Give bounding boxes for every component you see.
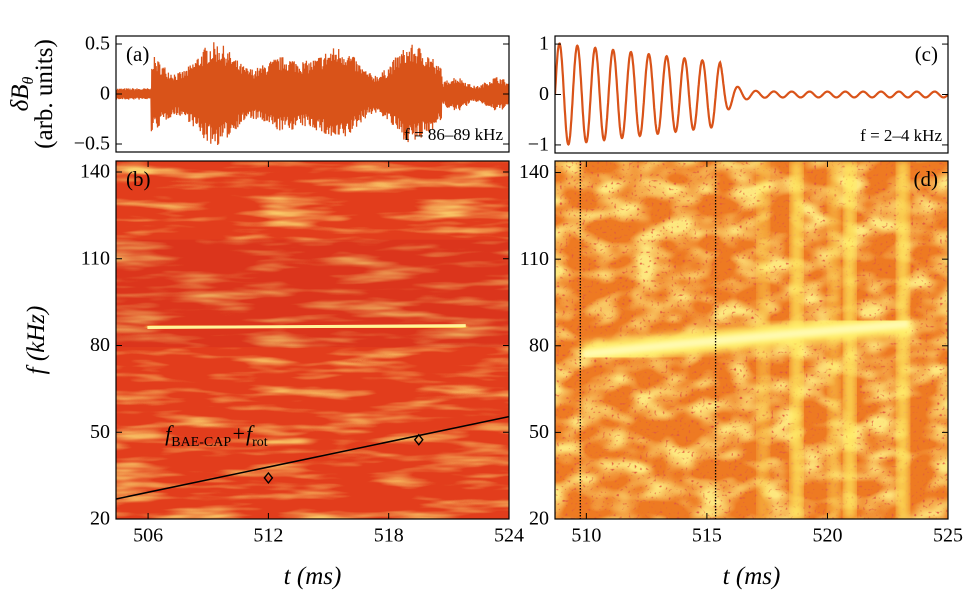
x-tick-label: 506 [133, 525, 163, 547]
x-tick-label: 520 [812, 525, 842, 547]
y-axis-label: δBθ [7, 76, 37, 111]
y-tick-label: 110 [81, 247, 110, 269]
vertical-streak [843, 161, 856, 519]
x-tick-label: 518 [374, 525, 404, 547]
y-tick-label: 20 [529, 508, 549, 530]
y-axis-label-subscript: θ [20, 76, 37, 84]
y-tick-label: 0 [100, 83, 110, 105]
y-tick-label: 80 [90, 334, 110, 356]
annotation-text: f [165, 421, 174, 446]
spectrogram-noise [116, 161, 509, 519]
y-axis-label: (arb. units) [31, 39, 58, 149]
annotation-text: +f [231, 421, 255, 446]
trend-line [116, 415, 509, 500]
annotation: f = 86–89 kHz [404, 125, 503, 144]
y-tick-label: 0 [539, 83, 549, 105]
vertical-streak [896, 161, 909, 519]
annotation-subscript: rot [252, 435, 268, 450]
spectrogram-image [116, 161, 509, 519]
x-tick-label: 525 [933, 525, 963, 547]
y-tick-label: 1 [539, 33, 549, 55]
mode-band [582, 319, 910, 359]
y-axis-label: f (kHz) [23, 306, 50, 375]
y-tick-label: 140 [519, 161, 549, 183]
annotation: f = 2–4 kHz [860, 126, 942, 145]
spectrogram-image [555, 161, 948, 519]
plot-frame [554, 160, 949, 520]
x-tick-label: 515 [692, 525, 722, 547]
x-tick-label: 524 [494, 525, 524, 547]
y-axis-label-text: δB [7, 84, 34, 111]
y-tick-label: 50 [529, 421, 549, 443]
panel-label: (b) [126, 167, 151, 191]
y-tick-label: −1 [528, 134, 549, 156]
x-axis-label: t (ms) [723, 563, 781, 590]
annotation: fBAE-CAP+frot [165, 421, 268, 450]
y-tick-label: 110 [520, 248, 549, 270]
diamond-marker [413, 433, 424, 446]
panel-label: (d) [914, 167, 939, 191]
x-axis-label: t (ms) [284, 563, 342, 590]
y-tick-label: 50 [90, 421, 110, 443]
panel-label: (c) [915, 42, 938, 66]
waveform [116, 42, 509, 146]
annotation-subscript: BAE-CAP [171, 435, 231, 450]
x-tick-label: 512 [253, 525, 283, 547]
plot-frame [115, 160, 510, 520]
y-tick-label: 20 [90, 508, 110, 530]
x-tick-label: 510 [571, 525, 601, 547]
y-tick-label: 140 [80, 161, 110, 183]
diamond-marker [263, 471, 274, 485]
y-tick-label: 0.5 [85, 33, 110, 55]
panel-label: (a) [126, 42, 149, 66]
y-tick-label: −0.5 [74, 133, 110, 155]
waveform [555, 42, 948, 146]
y-tick-label: 80 [529, 334, 549, 356]
mode-band [147, 324, 466, 329]
